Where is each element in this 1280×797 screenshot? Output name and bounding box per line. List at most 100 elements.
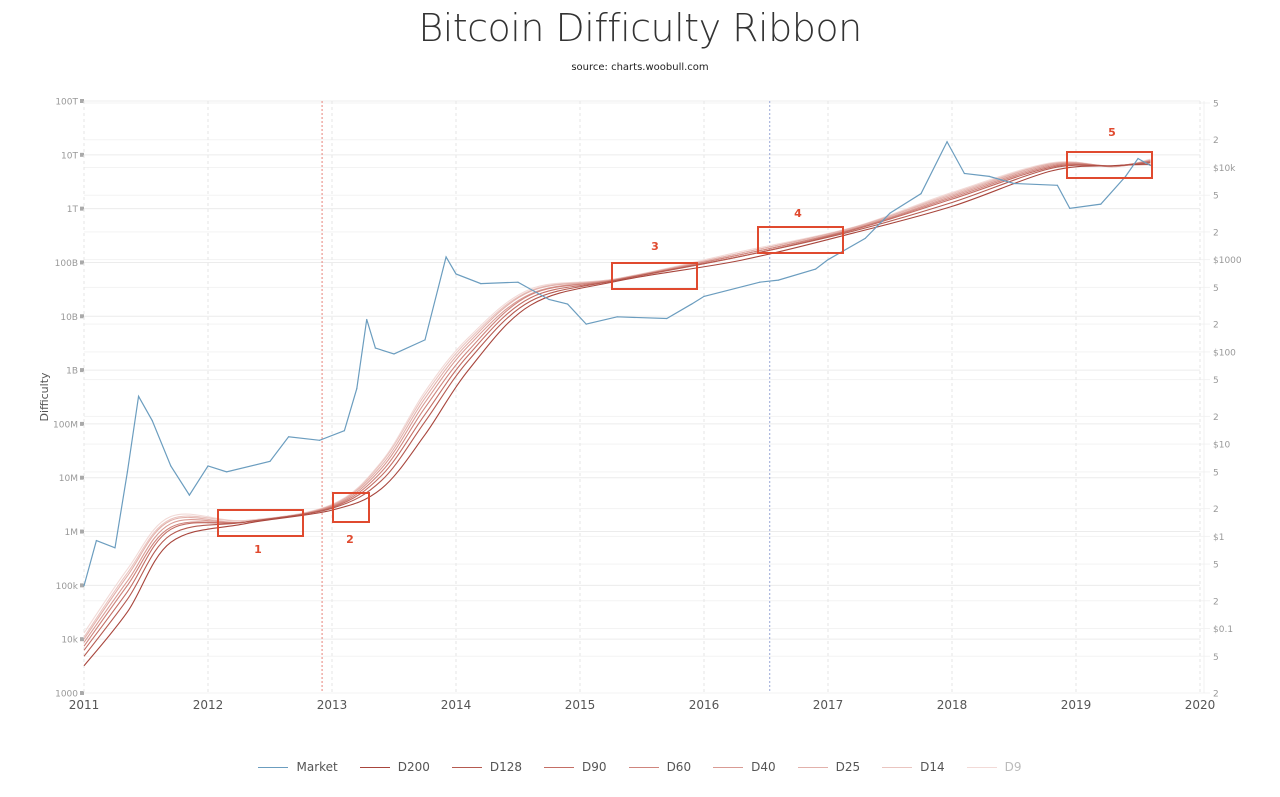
market-point xyxy=(815,268,817,270)
market-point xyxy=(151,419,153,422)
y-tick-mark xyxy=(80,529,84,534)
legend-item-d60[interactable]: D60 xyxy=(628,760,691,774)
y-left-tick-label: 1000 xyxy=(55,690,78,700)
legend-label: Market xyxy=(296,760,338,774)
market-point xyxy=(207,465,209,467)
y-axis-label: Difficulty xyxy=(38,372,51,422)
legend-swatch xyxy=(713,766,744,768)
legend-item-d90[interactable]: D90 xyxy=(544,760,607,774)
y-right-tick-label: 2 xyxy=(1213,321,1219,331)
legend-swatch xyxy=(966,766,997,768)
market-point xyxy=(585,323,587,325)
series-line-d9 xyxy=(83,158,1151,634)
annotation-label-5: 5 xyxy=(1108,126,1116,139)
market-point xyxy=(1149,164,1151,167)
market-point xyxy=(988,175,990,177)
legend-item-d200[interactable]: D200 xyxy=(359,760,430,774)
market-point xyxy=(1125,175,1127,177)
y-tick-mark xyxy=(80,691,84,695)
legend-label: D90 xyxy=(582,760,607,774)
legend-label: D25 xyxy=(835,760,861,774)
legend-item-d14[interactable]: D14 xyxy=(882,760,945,774)
market-point xyxy=(393,353,395,355)
market-point xyxy=(616,316,618,318)
market-point xyxy=(170,465,172,467)
market-point xyxy=(319,439,321,441)
market-point xyxy=(83,585,85,587)
legend-item-d9[interactable]: D9 xyxy=(966,760,1022,774)
y-right-tick-label: 2 xyxy=(1213,136,1219,146)
market-point xyxy=(269,460,271,462)
annotation-box-5 xyxy=(1066,151,1153,179)
y-right-tick-label: $1 xyxy=(1213,533,1224,543)
y-tick-mark xyxy=(80,99,84,103)
y-left-tick-label: 100k xyxy=(56,582,79,592)
y-tick-mark xyxy=(80,260,84,265)
y-right-tick-label: 2 xyxy=(1213,505,1219,515)
y-right-tick-label: $100 xyxy=(1213,348,1236,358)
legend-swatch xyxy=(451,766,482,768)
market-point xyxy=(1056,184,1058,186)
series-line-d90 xyxy=(83,161,1151,651)
legend-item-market[interactable]: Market xyxy=(258,760,338,774)
y-left-tick-label: 100T xyxy=(55,98,78,108)
y-tick-mark xyxy=(80,583,84,588)
market-point xyxy=(567,303,569,305)
y-tick-mark xyxy=(80,206,84,211)
y-left-tick-label: 100B xyxy=(55,259,78,269)
y-right-tick-label: 5 xyxy=(1213,653,1219,663)
x-tick-label: 2013 xyxy=(317,698,348,712)
y-tick-mark xyxy=(80,152,84,157)
y-right-tick-label: 2 xyxy=(1213,690,1219,700)
series-line-d60 xyxy=(83,160,1151,647)
market-point xyxy=(777,279,780,281)
market-point xyxy=(946,141,948,143)
y-left-tick-label: 10T xyxy=(61,151,78,161)
y-right-tick-label: 2 xyxy=(1213,597,1219,607)
y-left-tick-label: 1T xyxy=(67,205,79,215)
annotation-box-4 xyxy=(757,226,844,254)
legend-item-d40[interactable]: D40 xyxy=(713,760,776,774)
y-right-tick-label: 5 xyxy=(1213,284,1219,294)
market-point xyxy=(445,256,447,258)
legend-swatch xyxy=(628,766,659,768)
x-tick-label: 2018 xyxy=(937,698,968,712)
annotation-box-3 xyxy=(611,262,698,290)
annotation-label-2: 2 xyxy=(346,533,354,546)
market-point xyxy=(759,281,761,283)
y-left-tick-label: 10M xyxy=(59,474,78,484)
market-point xyxy=(480,283,482,285)
market-point xyxy=(666,317,668,320)
legend-swatch xyxy=(359,766,390,768)
x-tick-label: 2020 xyxy=(1185,698,1216,712)
x-tick-label: 2019 xyxy=(1061,698,1092,712)
y-right-tick-label: $1000 xyxy=(1213,256,1242,266)
chart-title: Bitcoin Difficulty Ribbon xyxy=(418,6,862,50)
y-right-tick-label: 5 xyxy=(1213,561,1219,571)
market-point xyxy=(1069,207,1071,209)
y-tick-mark xyxy=(80,368,84,373)
legend-label: D14 xyxy=(920,760,945,774)
series-line-d40 xyxy=(83,160,1151,643)
legend-label: D128 xyxy=(489,760,523,774)
legend-item-d128[interactable]: D128 xyxy=(451,760,523,774)
market-point xyxy=(864,237,866,240)
y-right-tick-label: 5 xyxy=(1213,192,1219,202)
annotation-label-3: 3 xyxy=(651,240,659,253)
y-right-tick-label: 2 xyxy=(1213,228,1219,238)
market-point xyxy=(366,318,368,321)
legend-item-d25[interactable]: D25 xyxy=(797,760,861,774)
chart-legend: Market D200 D128 D90 D60 D40 D25 D14 D9 xyxy=(0,760,1280,774)
x-tick-label: 2014 xyxy=(441,698,472,712)
market-point xyxy=(1100,203,1102,205)
market-point xyxy=(455,273,457,275)
series-line-d25 xyxy=(83,159,1151,640)
series-line-d14 xyxy=(83,159,1151,638)
market-point xyxy=(188,494,190,496)
x-tick-label: 2017 xyxy=(813,698,844,712)
legend-label: D40 xyxy=(751,760,776,774)
market-point xyxy=(343,430,345,432)
market-point xyxy=(703,295,705,297)
